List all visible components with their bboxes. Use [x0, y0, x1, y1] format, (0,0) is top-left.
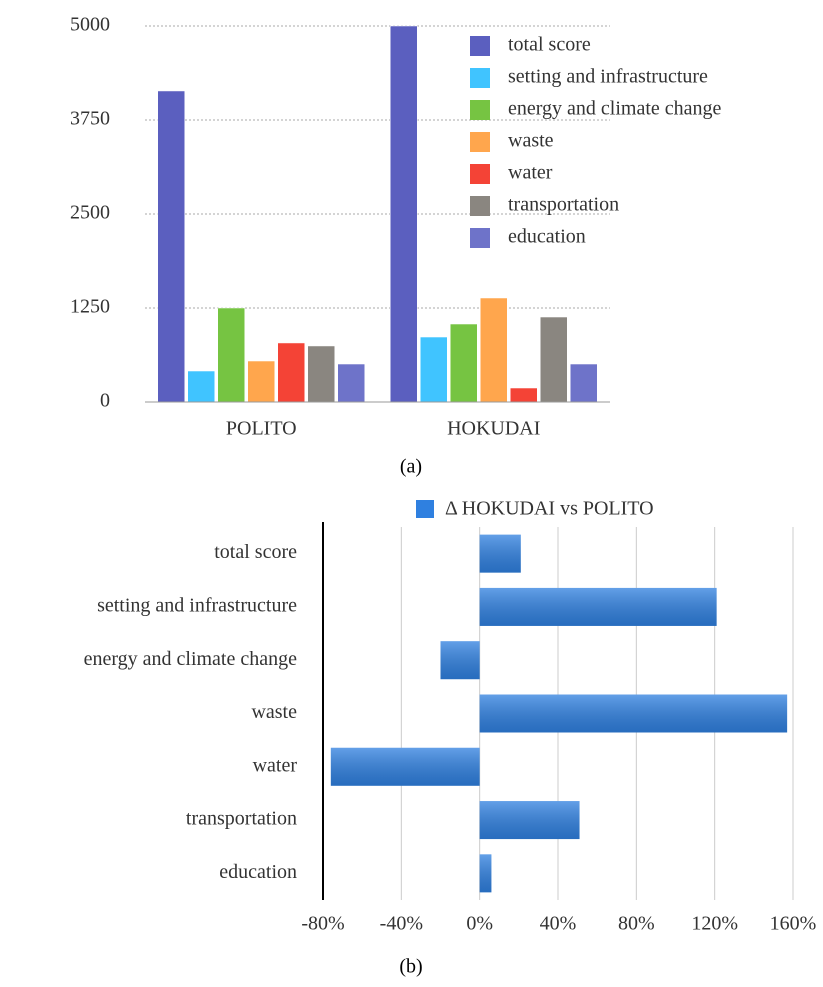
bar: [480, 297, 508, 403]
caption: (a): [400, 456, 422, 478]
y-tick-label: waste: [251, 701, 297, 723]
legend-swatch: [470, 228, 490, 248]
bar: [570, 363, 598, 403]
x-tick-label: 160%: [770, 913, 817, 935]
bar-shade: [479, 854, 492, 893]
bar-shade: [479, 694, 788, 733]
legend-swatch: [470, 68, 490, 88]
y-tick-label: transportation: [186, 808, 297, 830]
caption: (b): [399, 956, 422, 978]
y-tick-label: water: [253, 754, 298, 776]
bar: [247, 360, 275, 403]
legend-label: Δ HOKUDAI vs POLITO: [445, 498, 654, 520]
bar: [187, 370, 215, 403]
bar: [390, 25, 418, 403]
legend-label: setting and infrastructure: [508, 66, 708, 88]
legend-swatch: [470, 100, 490, 120]
legend-label: education: [508, 226, 586, 248]
bar-shade: [479, 587, 717, 626]
y-tick-label: 0: [100, 390, 110, 412]
legend-label: waste: [508, 130, 554, 152]
y-tick-label: setting and infrastructure: [97, 595, 297, 617]
legend-swatch: [470, 196, 490, 216]
bar: [157, 90, 185, 403]
bar: [420, 336, 448, 403]
bar: [540, 316, 568, 403]
bar-shade: [440, 641, 480, 680]
legend-swatch: [470, 36, 490, 56]
x-tick-label: 0%: [466, 913, 493, 935]
bar: [217, 307, 245, 403]
y-tick-label: 5000: [70, 14, 110, 36]
bar: [277, 342, 305, 403]
x-tick-label: HOKUDAI: [447, 418, 540, 440]
y-tick-label: education: [219, 861, 297, 883]
y-tick-label: total score: [214, 541, 297, 563]
bar: [337, 363, 365, 403]
y-tick-label: 1250: [70, 296, 110, 318]
x-tick-label: -40%: [380, 913, 423, 935]
bar-shade: [479, 534, 521, 573]
bar: [510, 387, 538, 403]
bar-shade: [479, 801, 580, 840]
legend-label: water: [508, 162, 553, 184]
bar: [450, 323, 478, 403]
x-tick-label: 80%: [618, 913, 655, 935]
x-tick-label: 120%: [691, 913, 738, 935]
legend-swatch: [416, 500, 434, 518]
x-tick-label: 40%: [540, 913, 577, 935]
legend-label: energy and climate change: [508, 98, 722, 120]
x-tick-label: POLITO: [226, 418, 297, 440]
x-tick-label: -80%: [301, 913, 344, 935]
legend-label: transportation: [508, 194, 619, 216]
legend-swatch: [470, 164, 490, 184]
y-tick-label: 2500: [70, 202, 110, 224]
y-tick-label: 3750: [70, 108, 110, 130]
legend-label: total score: [508, 34, 591, 56]
bar: [307, 345, 335, 403]
legend-swatch: [470, 132, 490, 152]
bar-shade: [330, 747, 480, 786]
y-tick-label: energy and climate change: [84, 648, 298, 670]
